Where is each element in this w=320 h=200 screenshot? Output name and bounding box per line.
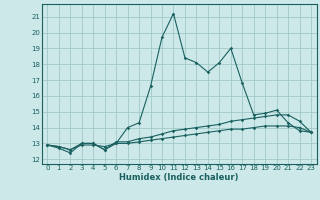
- X-axis label: Humidex (Indice chaleur): Humidex (Indice chaleur): [119, 173, 239, 182]
